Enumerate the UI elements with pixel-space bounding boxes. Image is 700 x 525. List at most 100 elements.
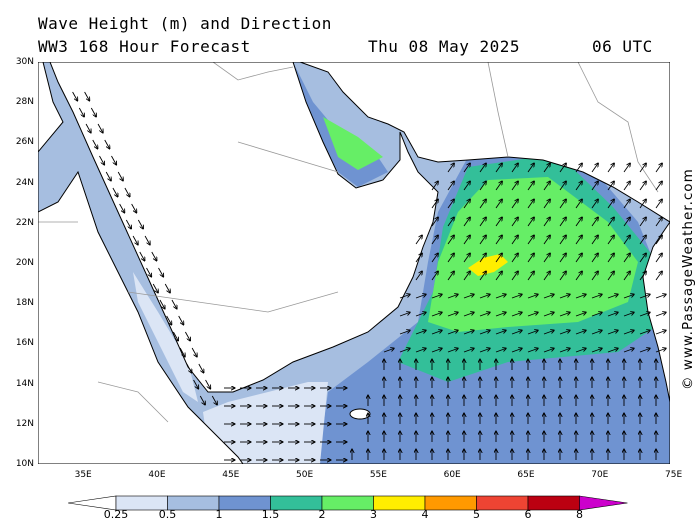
direction-arrow <box>543 181 550 191</box>
direction-arrow <box>447 235 454 245</box>
direction-arrow <box>479 330 490 335</box>
direction-arrow <box>447 253 454 263</box>
direction-arrow <box>591 199 598 209</box>
direction-arrow <box>447 330 458 335</box>
direction-arrow <box>591 163 598 173</box>
direction-arrow <box>164 283 170 293</box>
direction-arrow <box>623 199 630 209</box>
wave-map <box>38 62 670 464</box>
direction-arrow <box>527 348 538 353</box>
direction-arrow <box>559 235 566 245</box>
direction-arrow <box>559 181 566 191</box>
direction-arrow <box>623 271 630 281</box>
direction-arrow <box>99 155 104 165</box>
direction-arrow <box>495 253 502 263</box>
longitude-label: 50E <box>296 470 314 480</box>
direction-arrow <box>447 163 454 173</box>
direction-arrow <box>655 348 666 353</box>
direction-arrow <box>431 235 438 245</box>
direction-arrow <box>607 199 614 209</box>
legend-label: 1.5 <box>261 508 280 521</box>
direction-arrow <box>186 363 192 373</box>
legend-label: 6 <box>524 508 532 521</box>
direction-arrow <box>639 253 646 263</box>
direction-arrow <box>511 253 518 263</box>
direction-arrow <box>559 163 566 173</box>
direction-arrow <box>527 253 534 263</box>
direction-arrow <box>623 253 630 263</box>
direction-arrow <box>431 330 442 335</box>
direction-arrow <box>399 312 410 317</box>
direction-arrow <box>591 312 602 317</box>
direction-arrow <box>463 199 470 209</box>
direction-arrow <box>511 312 522 317</box>
direction-arrow <box>166 315 172 325</box>
direction-arrow <box>431 181 438 191</box>
direction-arrow <box>527 235 534 245</box>
direction-arrow <box>527 312 538 317</box>
direction-arrow <box>479 181 486 191</box>
direction-arrow <box>191 347 197 357</box>
direction-arrow <box>575 271 582 281</box>
direction-arrow <box>463 217 470 227</box>
direction-arrow <box>607 348 618 353</box>
direction-arrow <box>463 181 470 191</box>
direction-arrow <box>78 107 84 117</box>
direction-arrow <box>607 312 618 317</box>
direction-arrow <box>623 163 630 173</box>
direction-arrow <box>543 253 550 263</box>
direction-arrow <box>607 253 614 263</box>
direction-arrow <box>479 348 490 353</box>
direction-arrow <box>543 312 554 317</box>
legend-label: 1 <box>215 508 223 521</box>
direction-arrow <box>97 123 103 133</box>
direction-arrow <box>447 217 454 227</box>
direction-arrow <box>447 181 454 191</box>
latitude-label: 28N <box>15 97 34 108</box>
legend-label: 3 <box>370 508 377 521</box>
gulf-green <box>323 117 383 170</box>
direction-arrow <box>607 181 614 191</box>
direction-arrow <box>415 235 422 245</box>
direction-arrow <box>431 217 438 227</box>
latitude-label: 16N <box>15 338 34 349</box>
direction-arrow <box>132 235 138 245</box>
direction-arrow <box>152 283 158 293</box>
direction-arrow <box>591 253 598 263</box>
latitude-label: 26N <box>15 137 34 148</box>
direction-arrow <box>559 253 566 263</box>
direction-arrow <box>511 163 518 173</box>
direction-arrow <box>495 294 506 299</box>
direction-arrow <box>527 330 538 335</box>
direction-arrow <box>543 199 550 209</box>
direction-arrow <box>575 235 582 245</box>
direction-arrow <box>111 155 116 165</box>
direction-arrow <box>527 217 534 227</box>
longitude-label: 70E <box>591 470 609 480</box>
direction-arrow <box>511 294 522 299</box>
direction-arrow <box>639 235 646 245</box>
direction-arrow <box>495 271 502 281</box>
direction-arrow <box>479 217 486 227</box>
direction-arrow <box>463 312 474 317</box>
direction-arrow <box>193 379 199 389</box>
direction-arrow <box>543 330 554 335</box>
direction-arrow <box>655 312 666 317</box>
longitude-label: 45E <box>222 470 240 480</box>
direction-arrow <box>431 199 438 209</box>
longitude-label: 65E <box>517 470 535 480</box>
direction-arrow <box>527 294 538 299</box>
direction-arrow <box>399 348 410 353</box>
direction-arrow <box>591 217 598 227</box>
direction-arrow <box>131 203 137 213</box>
direction-arrow <box>158 267 164 277</box>
direction-arrow <box>84 91 90 101</box>
direction-arrow <box>431 348 442 353</box>
direction-arrow <box>623 181 630 191</box>
direction-arrow <box>543 271 550 281</box>
direction-arrow <box>607 235 614 245</box>
direction-arrow <box>543 294 554 299</box>
direction-arrow <box>575 199 582 209</box>
direction-arrow <box>104 139 110 149</box>
direction-arrow <box>623 235 630 245</box>
